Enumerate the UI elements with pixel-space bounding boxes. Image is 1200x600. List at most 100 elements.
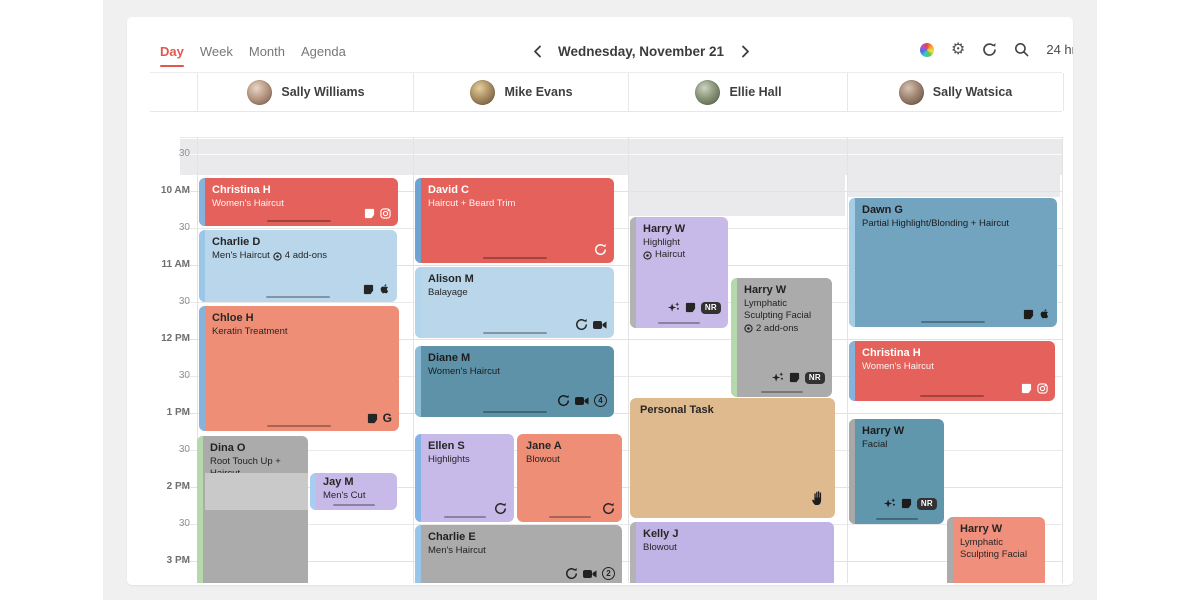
current-date-label[interactable]: Wednesday, November 21 bbox=[558, 44, 725, 59]
source-stripe bbox=[199, 306, 205, 431]
appointment-harry-w-lymphatic-2[interactable]: Harry W Lymphatic Sculpting Facial bbox=[947, 517, 1045, 583]
appointment-david-c[interactable]: David C Haircut + Beard Trim bbox=[415, 178, 614, 263]
service-name: Keratin Treatment bbox=[212, 326, 288, 337]
unavailable-band bbox=[847, 175, 1060, 197]
appointment-diane-m[interactable]: Diane M Women's Haircut 4 bbox=[415, 346, 614, 417]
client-name: Dina O bbox=[210, 442, 246, 454]
staff-name: Ellie Hall bbox=[729, 85, 782, 99]
time-label: 30 bbox=[178, 518, 190, 529]
service-name: Men's Cut bbox=[323, 490, 366, 501]
resize-handle[interactable] bbox=[921, 321, 985, 323]
tab-day[interactable]: Day bbox=[160, 44, 184, 67]
appointment-jay-m[interactable]: Jay M Men's Cut bbox=[310, 473, 397, 510]
resize-handle[interactable] bbox=[443, 516, 486, 518]
client-name: Dawn G bbox=[862, 204, 903, 216]
calendar-layer: Day Week Month Agenda Wednesday, Novembe… bbox=[127, 17, 1073, 585]
client-name: Christina H bbox=[862, 347, 921, 359]
service-name: Partial Highlight/Blonding + Haircut bbox=[862, 218, 1010, 229]
service-name: Highlight bbox=[643, 237, 680, 248]
staff-column-mike-evans[interactable]: Mike Evans bbox=[413, 73, 629, 111]
appointment-alison-m[interactable]: Alison M Balayage bbox=[415, 267, 614, 338]
avatar bbox=[898, 79, 924, 105]
addon-count: 4 add-ons bbox=[284, 250, 328, 261]
note-icon bbox=[685, 302, 695, 313]
resize-handle[interactable] bbox=[482, 257, 547, 259]
resize-handle[interactable] bbox=[267, 425, 331, 427]
time-label: 10 AM bbox=[160, 185, 190, 196]
sparkles-icon bbox=[771, 372, 784, 382]
service-name: Blowout bbox=[643, 542, 677, 553]
tab-agenda[interactable]: Agenda bbox=[301, 44, 346, 59]
client-name: Harry W bbox=[643, 223, 686, 235]
service-name: Women's Haircut bbox=[862, 361, 934, 372]
staff-header-row: Sally Williams Mike Evans Ellie Hall Sal… bbox=[150, 72, 1064, 112]
grid-line bbox=[180, 524, 1062, 525]
personal-task-block[interactable]: Personal Task bbox=[630, 398, 835, 518]
resize-handle[interactable] bbox=[332, 504, 375, 506]
time-label: 30 bbox=[178, 148, 190, 159]
source-stripe bbox=[199, 178, 205, 226]
appointment-icons bbox=[1021, 383, 1048, 394]
appointment-charlie-d[interactable]: Charlie D Men's Haircut 4 add-ons bbox=[199, 230, 397, 302]
time-label: 30 bbox=[178, 222, 190, 233]
tab-month[interactable]: Month bbox=[248, 44, 285, 59]
service-name: Lymphatic Sculpting Facial bbox=[960, 537, 1028, 561]
grid-line bbox=[180, 339, 1062, 340]
appointment-kelly-j[interactable]: Kelly J Blowout bbox=[630, 522, 834, 583]
source-stripe bbox=[310, 473, 316, 510]
search-icon[interactable] bbox=[1014, 42, 1029, 57]
staff-column-ellie-hall[interactable]: Ellie Hall bbox=[628, 73, 848, 111]
staff-name: Mike Evans bbox=[504, 85, 573, 99]
appointment-icons bbox=[594, 243, 607, 256]
resize-handle[interactable] bbox=[266, 220, 331, 222]
resize-handle[interactable] bbox=[482, 411, 547, 413]
appointment-icons bbox=[1023, 308, 1050, 320]
unavailable-band bbox=[180, 139, 1062, 175]
staff-name: Sally Watsica bbox=[932, 85, 1013, 99]
time-label: 30 bbox=[178, 444, 190, 455]
appointment-charlie-e[interactable]: Charlie E Men's Haircut 2 bbox=[415, 525, 622, 583]
appointment-dawn-g[interactable]: Dawn G Partial Highlight/Blonding + Hair… bbox=[849, 198, 1057, 327]
video-icon bbox=[583, 569, 597, 578]
repeat-icon bbox=[603, 503, 615, 515]
note-icon bbox=[367, 413, 377, 423]
appointment-harry-w-highlight[interactable]: Harry W Highlight Haircut NR bbox=[630, 217, 728, 328]
time-label: 1 PM bbox=[166, 407, 190, 418]
hours-range-button[interactable]: 24 hrs bbox=[1046, 42, 1073, 57]
column-divider bbox=[628, 137, 629, 583]
grid-line bbox=[180, 265, 1062, 266]
resize-handle[interactable] bbox=[548, 516, 591, 518]
resize-handle[interactable] bbox=[266, 296, 330, 298]
client-name: Jane A bbox=[526, 440, 562, 452]
resize-handle[interactable] bbox=[875, 518, 918, 520]
service-name: Blowout bbox=[526, 454, 560, 465]
appointment-icons: NR bbox=[667, 301, 721, 314]
source-stripe bbox=[415, 434, 421, 522]
resize-handle[interactable] bbox=[482, 332, 547, 334]
next-day-chevron-icon[interactable] bbox=[738, 45, 752, 59]
resize-handle[interactable] bbox=[658, 322, 700, 324]
resize-handle[interactable] bbox=[760, 391, 803, 393]
client-name: Christina H bbox=[212, 184, 271, 196]
appointment-dina-o[interactable]: Dina O Root Touch Up + Haircut bbox=[197, 436, 308, 583]
tab-week[interactable]: Week bbox=[199, 44, 233, 59]
client-name: Harry W bbox=[862, 425, 905, 437]
color-palette-icon[interactable] bbox=[920, 42, 934, 57]
group-count-badge: 2 bbox=[602, 567, 615, 580]
staff-column-sally-williams[interactable]: Sally Williams bbox=[197, 73, 414, 111]
prev-day-chevron-icon[interactable] bbox=[530, 45, 544, 59]
sparkles-icon bbox=[883, 498, 896, 508]
staff-column-sally-watsica[interactable]: Sally Watsica bbox=[847, 73, 1064, 111]
column-divider bbox=[413, 137, 414, 583]
appointment-christina-h[interactable]: Christina H Women's Haircut bbox=[199, 178, 398, 226]
appointment-harry-w-lymphatic[interactable]: Harry W Lymphatic Sculpting Facial 2 add… bbox=[731, 278, 832, 397]
resize-handle[interactable] bbox=[920, 395, 984, 397]
appointment-christina-h-2[interactable]: Christina H Women's Haircut bbox=[849, 341, 1055, 401]
appointment-chloe-h[interactable]: Chloe H Keratin Treatment G bbox=[199, 306, 399, 431]
appointment-harry-w-facial[interactable]: Harry W Facial NR bbox=[849, 419, 944, 524]
refresh-icon[interactable] bbox=[982, 42, 997, 57]
source-stripe bbox=[731, 278, 737, 397]
appointment-jane-a[interactable]: Jane A Blowout bbox=[517, 434, 622, 522]
settings-gear-icon[interactable]: ⚙ bbox=[951, 40, 966, 58]
appointment-ellen-s[interactable]: Ellen S Highlights bbox=[415, 434, 514, 522]
